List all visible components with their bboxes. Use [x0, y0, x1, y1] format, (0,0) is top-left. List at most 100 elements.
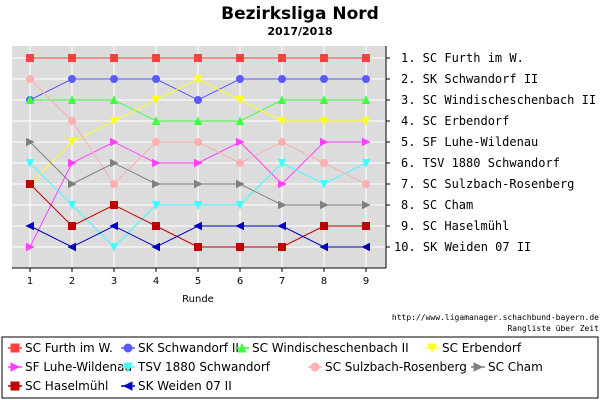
- legend-item: SK Weiden 07 II: [121, 379, 232, 393]
- data-point: [193, 201, 203, 210]
- data-point: [110, 180, 118, 188]
- x-tick-label: 6: [237, 276, 243, 287]
- data-point: [362, 54, 370, 62]
- data-point: [277, 117, 287, 126]
- legend-label: TSV 1880 Schwandorf: [137, 360, 271, 374]
- data-point: [109, 221, 118, 231]
- legend-label: SC Erbendorf: [442, 341, 522, 355]
- x-tick-label: 5: [195, 276, 201, 287]
- data-point: [235, 221, 244, 231]
- legend-marker: [473, 362, 484, 372]
- x-axis: 1 2 3 4 5 6 7 8 9: [27, 268, 369, 287]
- data-point: [109, 243, 119, 252]
- rank-labels: 1. SC Furth im W. 2. SK Schwandorf II 3. S…: [386, 51, 596, 254]
- data-point: [194, 54, 202, 62]
- data-point: [26, 54, 34, 62]
- data-point: [235, 116, 245, 125]
- x-tick-label: 3: [111, 276, 117, 287]
- data-point: [68, 158, 77, 168]
- x-tick-label: 1: [27, 276, 33, 287]
- series-9: [26, 180, 370, 251]
- data-point: [110, 201, 118, 209]
- data-point: [67, 95, 77, 104]
- legend-marker: [123, 343, 133, 353]
- rank-label: 3. SC Windischeschenbach II: [401, 93, 596, 107]
- data-point: [320, 200, 329, 210]
- data-point: [194, 158, 203, 168]
- data-point: [235, 96, 245, 105]
- source-url: http://www.ligamanager.schachbund-bayern…: [392, 313, 599, 322]
- data-point: [194, 96, 202, 104]
- legend-item: SC Furth im W.: [8, 341, 113, 355]
- data-point: [361, 159, 371, 168]
- data-point: [67, 201, 77, 210]
- data-point: [67, 242, 76, 252]
- data-point: [236, 54, 244, 62]
- legend-item: SC Haselmühl: [8, 379, 108, 393]
- data-point: [320, 159, 328, 167]
- rank-label: 10. SK Weiden 07 II: [394, 240, 531, 254]
- data-point: [67, 138, 77, 147]
- data-point: [362, 180, 370, 188]
- data-point: [236, 159, 244, 167]
- data-point: [110, 75, 118, 83]
- data-point: [278, 243, 286, 251]
- chart-caption: Rangliste über Zeit: [507, 324, 599, 333]
- data-point: [25, 221, 34, 231]
- legend-item: SF Luhe-Wildenau: [8, 360, 132, 374]
- series-1: [26, 54, 370, 62]
- series-group: [25, 54, 371, 252]
- rank-label: 2. SK Schwandorf II: [401, 72, 538, 86]
- data-point: [278, 138, 286, 146]
- data-point: [152, 138, 160, 146]
- x-tick-label: 9: [363, 276, 369, 287]
- legend-item: SC Windischeschenbach II: [235, 341, 409, 355]
- data-point: [277, 95, 287, 104]
- data-point: [26, 180, 34, 188]
- x-tick-label: 4: [153, 276, 159, 287]
- legend-item: SC Sulzbach-Rosenberg: [308, 360, 467, 374]
- data-point: [277, 159, 287, 168]
- data-point: [26, 137, 35, 147]
- rank-label: 1. SC Furth im W.: [401, 51, 524, 65]
- data-point: [194, 243, 202, 251]
- data-point: [319, 180, 329, 189]
- data-point: [151, 96, 161, 105]
- data-point: [278, 54, 286, 62]
- legend-label: SC Haselmühl: [25, 379, 108, 393]
- rank-label: 5. SF Luhe-Wildenau: [401, 135, 538, 149]
- data-point: [152, 54, 160, 62]
- data-point: [68, 117, 76, 125]
- series-8: [26, 137, 371, 210]
- legend-label: SC Sulzbach-Rosenberg: [325, 360, 467, 374]
- rank-label: 7. SC Sulzbach-Rosenberg: [401, 177, 574, 191]
- legend-item: SC Erbendorf: [425, 341, 522, 355]
- legend-marker: [122, 381, 133, 391]
- data-point: [320, 54, 328, 62]
- data-point: [68, 179, 77, 189]
- data-point: [278, 200, 287, 210]
- data-point: [152, 75, 160, 83]
- data-point: [362, 200, 371, 210]
- data-point: [278, 75, 286, 83]
- legend-label: SK Schwandorf II: [138, 341, 239, 355]
- chart-title: Bezirksliga Nord: [221, 4, 379, 24]
- data-point: [152, 222, 160, 230]
- data-point: [151, 242, 160, 252]
- data-point: [319, 117, 329, 126]
- legend-item: TSV 1880 Schwandorf: [121, 360, 271, 374]
- data-point: [26, 242, 35, 252]
- legend-marker: [123, 362, 133, 373]
- data-point: [193, 116, 203, 125]
- data-point: [110, 54, 118, 62]
- data-point: [319, 95, 329, 104]
- data-point: [320, 137, 329, 147]
- data-point: [25, 159, 35, 168]
- data-point: [194, 179, 203, 189]
- legend-marker: [10, 343, 20, 353]
- rank-label: 4. SC Erbendorf: [401, 114, 509, 128]
- legend: SC Furth im W. SK Schwandorf II SC Windisc…: [8, 341, 543, 393]
- legend-label: SF Luhe-Wildenau: [25, 360, 132, 374]
- data-point: [278, 179, 287, 189]
